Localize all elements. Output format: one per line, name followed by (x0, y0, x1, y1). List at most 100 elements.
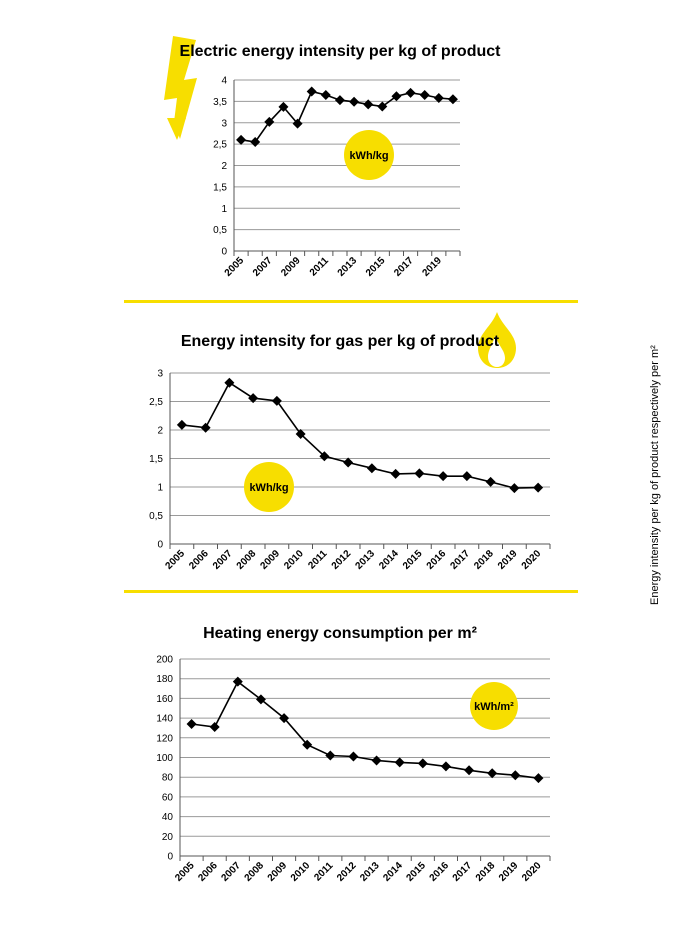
data-point (255, 694, 266, 705)
x-tick-label: 2009 (279, 255, 303, 279)
y-tick-label: 2 (157, 426, 163, 437)
chart-title: Energy intensity for gas per kg of produ… (181, 333, 500, 350)
x-tick-label: 2018 (474, 860, 498, 884)
data-point (487, 768, 498, 779)
x-tick-label: 2019 (496, 548, 520, 572)
x-tick-label: 2016 (428, 860, 452, 884)
data-point (414, 468, 425, 479)
unit-badge-label: kWh/kg (349, 150, 388, 162)
data-point (417, 758, 428, 769)
data-point (200, 422, 211, 433)
side-label: Energy intensity per kg of product respe… (649, 345, 661, 605)
x-tick-label: 2012 (330, 548, 354, 572)
data-point (391, 91, 402, 102)
data-point (509, 483, 520, 494)
data-point (292, 118, 303, 129)
x-tick-label: 2007 (219, 860, 243, 884)
y-tick-label: 3 (157, 369, 163, 380)
data-point (510, 770, 521, 781)
data-point (279, 713, 290, 724)
electric-intensity-chart: Electric energy intensity per kg of prod… (164, 36, 501, 279)
y-tick-label: 20 (162, 832, 174, 843)
y-tick-label: 2 (221, 161, 227, 172)
y-tick-label: 180 (156, 674, 173, 685)
data-point (366, 463, 377, 474)
data-point (209, 721, 220, 732)
data-point (320, 89, 331, 100)
data-point (433, 92, 444, 103)
data-point (319, 451, 330, 462)
data-point (438, 471, 449, 482)
x-tick-label: 2020 (520, 860, 544, 884)
heating-consumption-chart: Heating energy consumption per m² 0 20 40 6… (156, 625, 551, 884)
x-tick-label: 2019 (420, 255, 444, 279)
y-tick-label: 120 (156, 733, 173, 744)
y-tick-label: 3,5 (213, 97, 227, 108)
y-tick-label: 4 (221, 76, 227, 87)
data-point (343, 457, 354, 468)
y-tick-label: 2,5 (149, 397, 163, 408)
data-point (485, 476, 496, 487)
data-point (394, 757, 405, 768)
data-point (306, 86, 317, 97)
data-point (264, 116, 275, 127)
data-point (278, 101, 289, 112)
divider (124, 590, 578, 593)
data-point (271, 395, 282, 406)
data-point (390, 468, 401, 479)
x-tick-label: 2017 (392, 255, 416, 279)
x-tick-label: 2005 (163, 548, 187, 572)
x-tick-label: 2013 (353, 548, 377, 572)
data-point (405, 87, 416, 98)
y-tick-label: 2,5 (213, 140, 227, 151)
data-point (440, 761, 451, 772)
x-tick-label: 2012 (335, 860, 359, 884)
x-tick-label: 2013 (336, 255, 360, 279)
y-tick-label: 1,5 (149, 454, 163, 465)
lightning-icon (164, 36, 197, 139)
data-point (363, 99, 374, 110)
x-tick-label: 2009 (266, 860, 290, 884)
series-line (181, 381, 539, 489)
y-tick-label: 1 (221, 204, 227, 215)
x-tick-label: 2005 (173, 860, 197, 884)
x-tick-label: 2007 (251, 255, 275, 279)
x-tick-label: 2016 (425, 548, 449, 572)
x-tick-label: 2011 (306, 548, 329, 571)
x-tick-label: 2018 (472, 548, 496, 572)
x-tick-label: 2010 (289, 860, 313, 884)
x-tick-label: 2008 (243, 860, 267, 884)
x-tick-label: 2009 (258, 548, 282, 572)
y-tick-label: 1 (157, 483, 163, 494)
data-point (533, 773, 544, 784)
chart-title: Heating energy consumption per m² (203, 625, 477, 642)
data-point (348, 751, 359, 762)
x-tick-label: 2005 (223, 255, 247, 279)
y-tick-label: 0 (157, 540, 163, 551)
data-point (419, 89, 430, 100)
side-label-container: Energy intensity per kg of product respe… (649, 345, 661, 605)
y-tick-label: 0 (167, 852, 173, 863)
y-tick-label: 0 (221, 247, 227, 258)
x-tick-label: 2011 (312, 860, 335, 883)
y-tick-label: 140 (156, 714, 173, 725)
y-tick-label: 3 (221, 118, 227, 129)
data-point (250, 136, 261, 147)
data-point (533, 482, 544, 493)
unit-badge (344, 130, 394, 180)
x-tick-label: 2013 (358, 860, 382, 884)
x-tick-label: 2020 (520, 548, 544, 572)
y-tick-label: 0,5 (213, 225, 227, 236)
data-point (176, 419, 187, 430)
x-tick-label: 2017 (451, 860, 475, 884)
x-tick-label: 2007 (211, 548, 235, 572)
x-tick-label: 2015 (401, 548, 425, 572)
y-tick-label: 60 (162, 792, 174, 803)
y-tick-label: 100 (156, 753, 173, 764)
x-tick-label: 2014 (381, 860, 405, 884)
data-point (461, 471, 472, 482)
data-point (236, 134, 247, 145)
data-point (377, 101, 388, 112)
x-tick-label: 2008 (235, 548, 259, 572)
y-tick-label: 40 (162, 812, 174, 823)
